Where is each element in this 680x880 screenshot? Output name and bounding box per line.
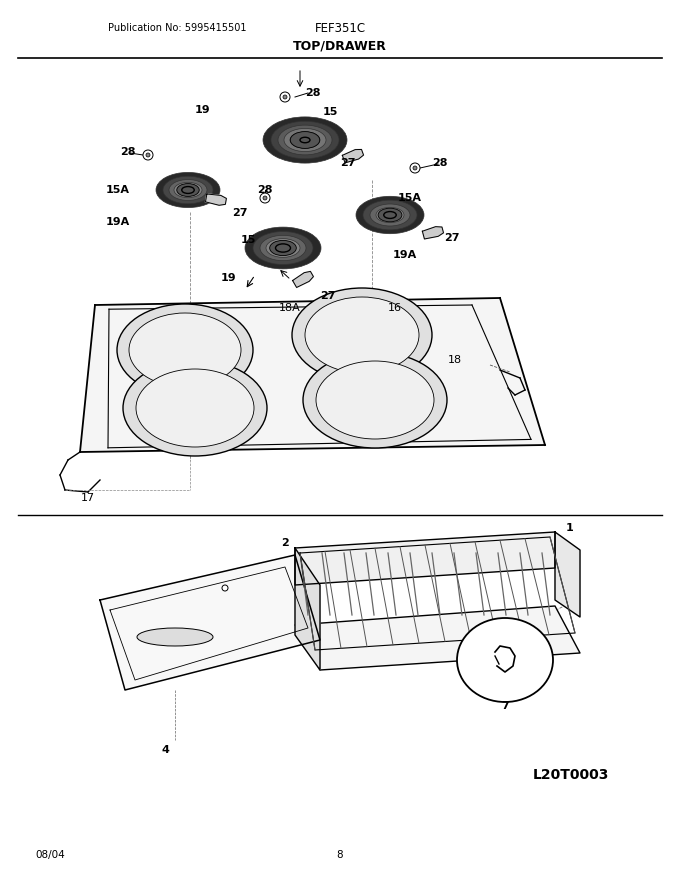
Polygon shape [295,548,320,670]
Polygon shape [555,532,580,617]
Circle shape [263,196,267,200]
Polygon shape [342,150,364,163]
Ellipse shape [386,215,394,217]
Ellipse shape [385,212,395,217]
Circle shape [260,193,270,203]
Text: 28: 28 [305,88,321,98]
Text: 1: 1 [566,523,574,533]
Ellipse shape [137,628,213,646]
Polygon shape [422,227,443,239]
Ellipse shape [266,238,300,257]
Ellipse shape [177,184,199,196]
Ellipse shape [245,227,321,269]
Ellipse shape [378,209,402,222]
Ellipse shape [117,304,253,396]
Ellipse shape [457,618,553,702]
Ellipse shape [183,187,193,193]
Ellipse shape [277,248,288,251]
Text: 18: 18 [448,355,462,365]
Ellipse shape [278,125,332,155]
Text: TOP/DRAWER: TOP/DRAWER [293,40,387,53]
Text: 15: 15 [240,235,256,245]
Text: 27: 27 [444,233,460,243]
Text: 18A: 18A [279,303,301,313]
Ellipse shape [186,190,190,192]
Ellipse shape [275,247,290,252]
Ellipse shape [296,135,314,145]
Ellipse shape [303,352,447,448]
Text: L20T0003: L20T0003 [533,768,609,782]
Ellipse shape [156,172,220,208]
Text: 2: 2 [281,538,289,548]
Ellipse shape [169,180,207,201]
Circle shape [222,585,228,591]
Text: 28: 28 [432,158,447,168]
Polygon shape [295,532,555,585]
Text: Publication No: 5995415501: Publication No: 5995415501 [108,23,247,33]
Ellipse shape [363,200,417,230]
Ellipse shape [301,138,309,143]
Text: 7: 7 [501,701,509,711]
Ellipse shape [123,360,267,456]
Text: 28: 28 [120,147,136,157]
Ellipse shape [260,235,306,260]
Ellipse shape [263,117,347,163]
Ellipse shape [174,182,202,198]
Ellipse shape [356,196,424,234]
Text: 27: 27 [340,158,356,168]
Polygon shape [100,555,320,690]
Text: 27: 27 [320,291,336,301]
Text: 27: 27 [233,208,248,218]
Ellipse shape [303,140,307,142]
Text: 8: 8 [337,850,343,860]
Text: 19A: 19A [393,250,417,260]
Circle shape [413,166,417,170]
Ellipse shape [272,242,294,254]
Ellipse shape [271,121,339,158]
Text: 19A: 19A [106,217,130,227]
Polygon shape [292,271,313,288]
Text: 15: 15 [322,107,338,117]
Text: 19: 19 [194,105,210,115]
Circle shape [410,163,420,173]
Ellipse shape [277,245,289,252]
Ellipse shape [316,361,434,439]
Polygon shape [80,298,545,452]
Text: 4: 4 [161,745,169,755]
Text: 19: 19 [220,273,236,283]
Ellipse shape [300,139,310,143]
Text: FEF351C: FEF351C [314,21,366,34]
Ellipse shape [253,231,313,265]
Ellipse shape [179,185,197,195]
Ellipse shape [270,240,296,255]
Ellipse shape [290,132,320,149]
Ellipse shape [280,248,286,250]
Ellipse shape [184,190,192,192]
Text: 08/04: 08/04 [35,850,65,860]
Circle shape [280,92,290,102]
Polygon shape [295,606,580,670]
Ellipse shape [290,132,320,148]
Circle shape [146,153,150,157]
Text: 17: 17 [81,493,95,503]
Ellipse shape [182,189,194,193]
Polygon shape [205,194,226,205]
Circle shape [283,95,287,99]
Ellipse shape [284,128,326,151]
Ellipse shape [376,208,404,223]
Ellipse shape [136,369,254,447]
Ellipse shape [129,313,241,387]
Ellipse shape [301,140,309,142]
Text: 16: 16 [388,303,402,313]
Ellipse shape [384,214,396,218]
Ellipse shape [305,297,419,373]
Ellipse shape [163,176,213,204]
Text: 15A: 15A [106,185,130,195]
Ellipse shape [381,210,399,220]
Circle shape [143,150,153,160]
Text: 15A: 15A [398,193,422,203]
Ellipse shape [292,288,432,382]
Ellipse shape [370,204,410,226]
Text: 28: 28 [257,185,273,195]
